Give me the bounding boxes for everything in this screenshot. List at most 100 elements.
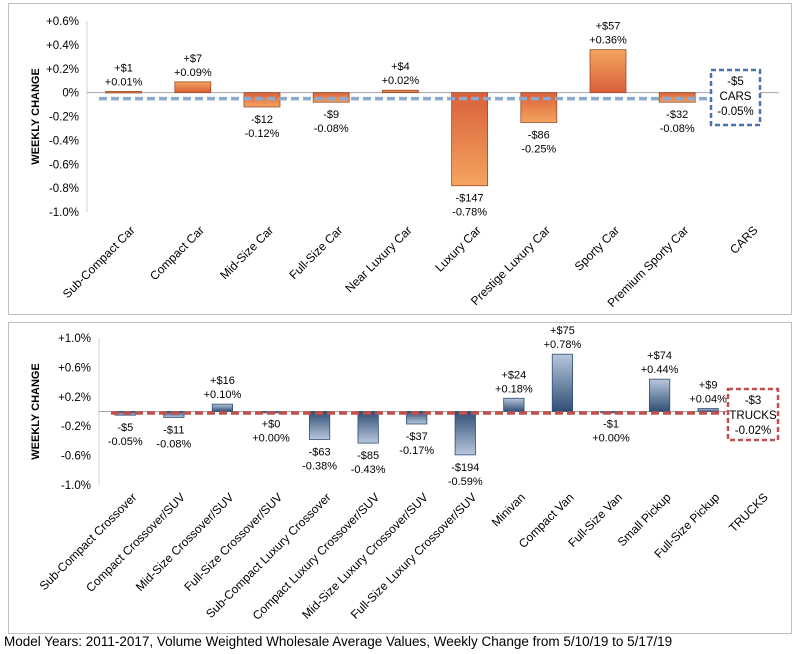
y-tick-label: +0.6%	[46, 16, 79, 28]
trucks-chart-panel: WEEKLY CHANGE +1.0% +0.6% +0.2% -0.2% -0.6% -1…	[8, 322, 792, 634]
bar-pct-label: +0.09%	[174, 67, 212, 79]
y-tick-label: +0.2%	[58, 392, 91, 404]
bar	[503, 397, 525, 412]
bar-pct-label: -0.43%	[351, 464, 386, 476]
bar-value-label: +$9	[699, 380, 718, 392]
y-tick-label: -0.2%	[49, 112, 79, 124]
bar-value-label: +$75	[550, 325, 575, 337]
bar	[589, 49, 627, 94]
bar	[697, 408, 719, 412]
bar	[105, 91, 142, 94]
y-tick-label: +1.0%	[58, 333, 91, 345]
bar-value-label: -$11	[163, 424, 184, 436]
bar-value-label: -$5	[117, 422, 133, 434]
bar-pct-label: +0.10%	[204, 389, 242, 401]
bar	[551, 353, 574, 412]
y-axis-label: WEEKLY CHANGE	[30, 68, 42, 165]
summary-pct: -0.05%	[717, 106, 753, 118]
bar-value-label: +$4	[391, 61, 410, 73]
y-axis-label: WEEKLY CHANGE	[30, 363, 42, 460]
bar-pct-label: +0.44%	[641, 364, 679, 376]
bar-value-label: -$147	[456, 193, 484, 205]
bar-value-label: -$85	[357, 450, 379, 462]
bar-value-label: +$24	[501, 369, 526, 381]
bar-value-label: +$7	[183, 53, 202, 65]
bar-pct-label: -0.25%	[521, 143, 556, 155]
bar-value-label: -$32	[666, 109, 688, 121]
y-tick-label: +0.6%	[58, 362, 91, 374]
bar-value-label: -$9	[323, 109, 339, 121]
bar-value-label: +$16	[210, 375, 235, 387]
bar-pct-label: +0.18%	[495, 383, 533, 395]
category-label: Luxury Car	[432, 223, 483, 274]
summary-pct: -0.02%	[735, 425, 771, 437]
category-label: Compact Crossover/SUV	[83, 490, 188, 595]
category-label: Mid-Size Crossover/SUV	[133, 490, 237, 594]
bar-pct-label: -0.78%	[452, 207, 487, 219]
bar-value-label: -$86	[528, 129, 550, 141]
category-label: TRUCKS	[726, 490, 771, 535]
bar	[648, 378, 671, 412]
summary-dollar: -$3	[745, 395, 762, 407]
bar-pct-label: +0.78%	[544, 339, 582, 351]
bar-pct-label: +0.36%	[589, 35, 627, 47]
bar-pct-label: +0.04%	[689, 394, 727, 406]
summary-name: CARS	[720, 91, 752, 103]
bar-value-label: +$0	[262, 419, 281, 431]
category-label: Compact Car	[147, 223, 207, 283]
category-label: Mid-Size Car	[217, 223, 276, 282]
category-label: CARS	[727, 223, 760, 256]
bar-pct-label: +0.00%	[252, 433, 290, 445]
bar	[211, 403, 234, 412]
bar	[174, 81, 212, 94]
y-tick-label: -0.6%	[49, 159, 79, 171]
bar-pct-label: -0.12%	[245, 128, 280, 140]
category-label: Full-Size Crossover/SUV	[181, 490, 285, 594]
bar-pct-label: +0.02%	[382, 75, 420, 87]
y-tick-label: 0%	[62, 88, 79, 100]
y-tick-label: +0.2%	[46, 64, 79, 76]
bar-pct-label: -0.38%	[302, 460, 337, 472]
bar-value-label: -$12	[251, 114, 273, 126]
bar-pct-label: -0.59%	[448, 476, 483, 488]
category-label: Sporty Car	[572, 223, 622, 273]
summary-dollar: -$5	[727, 76, 744, 88]
bar-value-label: -$37	[406, 431, 428, 443]
y-tick-label: -1.0%	[49, 207, 79, 219]
bar-pct-label: -0.08%	[314, 123, 349, 135]
cars-chart-panel: WEEKLY CHANGE +0.6% +0.4% +0.2% 0% -0.2% -0.4%…	[8, 3, 792, 315]
bar-value-label: +$1	[114, 62, 133, 74]
bar-value-label: -$63	[309, 446, 331, 458]
y-tick-label: -0.4%	[49, 135, 79, 147]
bar	[454, 411, 476, 456]
bar-pct-label: -0.17%	[399, 445, 434, 457]
y-tick-label: -0.8%	[49, 183, 79, 195]
category-label: Minivan	[489, 490, 528, 529]
y-tick-label: -0.2%	[61, 421, 91, 433]
summary-box	[726, 387, 780, 442]
summary-box	[709, 68, 762, 127]
bar-value-label: +$74	[647, 350, 672, 362]
footer-note: Model Years: 2011-2017, Volume Weighted …	[4, 634, 673, 649]
bar-pct-label: -0.08%	[156, 438, 191, 450]
y-tick-label: +0.4%	[46, 40, 79, 52]
bar	[382, 89, 419, 94]
bar	[451, 92, 488, 187]
summary-name: TRUCKS	[729, 410, 777, 422]
bar-value-label: -$194	[451, 462, 479, 474]
bar-pct-label: -0.08%	[660, 123, 695, 135]
category-label: Near Luxury Car	[342, 223, 414, 295]
bar	[357, 411, 379, 444]
trucks-chart: WEEKLY CHANGE +1.0% +0.6% +0.2% -0.2% -0.6% -1…	[30, 325, 780, 623]
bar-pct-label: +0.01%	[105, 76, 143, 88]
bar-value-label: +$57	[596, 21, 621, 33]
bar-value-label: -$1	[603, 419, 619, 431]
y-tick-label: -0.6%	[61, 451, 91, 463]
category-label: Sub-Compact Crossover	[37, 490, 140, 593]
bar	[308, 411, 331, 440]
y-tick-label: -1.0%	[61, 480, 91, 492]
category-label: Sub-Compact Car	[60, 223, 138, 301]
category-label: Full-Size Car	[286, 223, 345, 282]
cars-chart: WEEKLY CHANGE +0.6% +0.4% +0.2% 0% -0.2% -0.4%…	[30, 16, 779, 310]
bar-pct-label: -0.05%	[108, 436, 143, 448]
